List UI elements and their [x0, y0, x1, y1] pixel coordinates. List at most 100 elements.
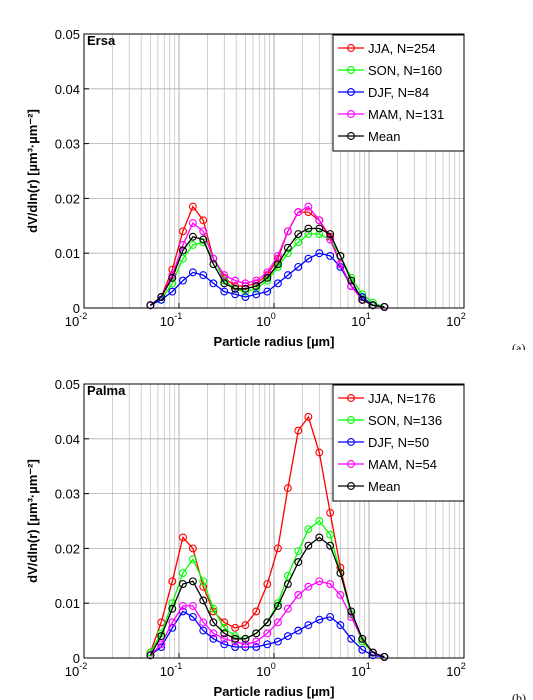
series-line [150, 252, 385, 308]
data-point [294, 238, 303, 247]
data-point [252, 276, 261, 285]
data-point [294, 208, 303, 217]
data-point [283, 271, 292, 280]
data-point [315, 533, 324, 542]
data-point [326, 235, 335, 244]
legend-entry: MAM, N=131 [368, 107, 444, 122]
x-tick-exp: -1 [174, 661, 182, 671]
data-point [294, 230, 303, 238]
data-point [252, 290, 261, 299]
x-tick-base: 10 [65, 314, 79, 329]
y-tick-label: 0.05 [55, 27, 80, 42]
series-line [149, 536, 385, 658]
data-point [209, 604, 218, 613]
data-point [231, 643, 240, 651]
panel-label: (b) [512, 691, 526, 700]
panel-label: (a) [512, 341, 525, 350]
data-point [304, 208, 313, 217]
data-point [252, 629, 261, 638]
data-point [209, 618, 218, 627]
series-mam [146, 202, 389, 311]
data-point [283, 227, 292, 236]
data-point [241, 284, 250, 293]
data-point [168, 618, 177, 627]
data-point [315, 249, 324, 258]
data-point [315, 517, 324, 525]
data-point [263, 268, 272, 277]
data-point [315, 577, 324, 586]
y-axis-label: dV/dln(r) [µm³·µm⁻²] [25, 109, 40, 233]
data-point [347, 634, 356, 643]
data-point [304, 541, 313, 550]
data-point [283, 604, 292, 613]
data-point [188, 601, 197, 610]
x-tick-base: 10 [351, 664, 365, 679]
data-point [241, 293, 250, 301]
data-point [263, 273, 272, 282]
data-point [199, 271, 208, 280]
data-point [273, 618, 282, 627]
x-tick-exp: -2 [79, 311, 87, 321]
y-tick-label: 0 [73, 301, 80, 316]
data-point [241, 640, 250, 649]
x-tick-base: 10 [446, 664, 460, 679]
x-tick-label: 102 [446, 311, 465, 329]
y-tick-label: 0 [73, 651, 80, 666]
data-point [315, 448, 324, 457]
data-point [304, 254, 313, 263]
chart-ersa: 10-2 10-1 100 101 10200.010.020.030.040.05Pa… [25, 27, 525, 350]
data-point [273, 279, 282, 288]
data-point [220, 640, 229, 649]
series-mean [146, 533, 389, 661]
x-tick-base: 10 [160, 664, 174, 679]
y-tick-label: 0.03 [55, 137, 80, 152]
data-point [273, 251, 282, 260]
data-point [283, 632, 292, 641]
data-point [252, 282, 261, 291]
x-tick-base: 10 [256, 314, 270, 329]
data-point [315, 224, 324, 233]
data-point [294, 426, 303, 435]
data-point [178, 569, 187, 578]
data-point [168, 273, 177, 282]
legend-entry: Mean [368, 479, 401, 494]
data-point [146, 301, 155, 310]
data-point [188, 202, 197, 211]
data-point [209, 634, 218, 643]
data-point [347, 612, 356, 621]
data-point [304, 202, 313, 211]
legend-swatch-marker [347, 416, 355, 424]
y-tick-label: 0.02 [55, 541, 80, 556]
data-point [326, 541, 335, 550]
y-tick-label: 0.04 [55, 82, 80, 97]
data-point [199, 216, 208, 225]
data-point [199, 235, 208, 244]
x-axis-label: Particle radius [µm] [214, 334, 335, 349]
data-point [241, 634, 250, 643]
data-point [380, 652, 389, 661]
data-point [168, 599, 177, 608]
data-point [315, 216, 324, 225]
data-point [273, 260, 282, 269]
data-point [199, 596, 208, 605]
data-point [326, 508, 335, 517]
data-point [168, 577, 177, 586]
legend-entry: SON, N=136 [368, 413, 442, 428]
data-point [273, 637, 282, 646]
data-point [241, 279, 250, 288]
data-point [231, 634, 240, 643]
data-point [263, 618, 272, 627]
x-tick-exp: 0 [271, 311, 276, 321]
legend: JJA, N=176 SON, N=136 DJF, N=50 MAM, N=54 Me… [332, 384, 465, 502]
data-point [199, 227, 208, 236]
legend-entry: JJA, N=254 [368, 41, 436, 56]
data-point [380, 302, 389, 311]
legend-entry: SON, N=160 [368, 63, 442, 78]
x-tick-base: 10 [446, 314, 460, 329]
data-point [368, 301, 377, 310]
data-point [263, 287, 272, 296]
data-point [231, 632, 240, 641]
legend-entry: Mean [368, 129, 401, 144]
data-point [199, 618, 208, 627]
data-point [231, 623, 240, 632]
